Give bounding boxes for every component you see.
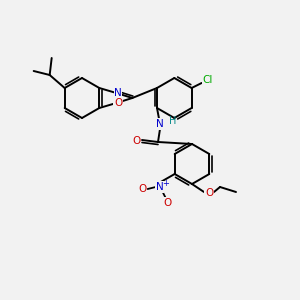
Text: N: N — [114, 88, 122, 98]
Text: N: N — [156, 119, 164, 129]
Text: N: N — [156, 182, 164, 192]
Text: Cl: Cl — [202, 75, 213, 85]
Text: +: + — [162, 179, 169, 188]
Text: H: H — [169, 116, 176, 126]
Text: O: O — [132, 136, 140, 146]
Text: O: O — [164, 198, 172, 208]
Text: O: O — [114, 98, 122, 107]
Text: O: O — [139, 184, 147, 194]
Text: O: O — [205, 188, 213, 198]
